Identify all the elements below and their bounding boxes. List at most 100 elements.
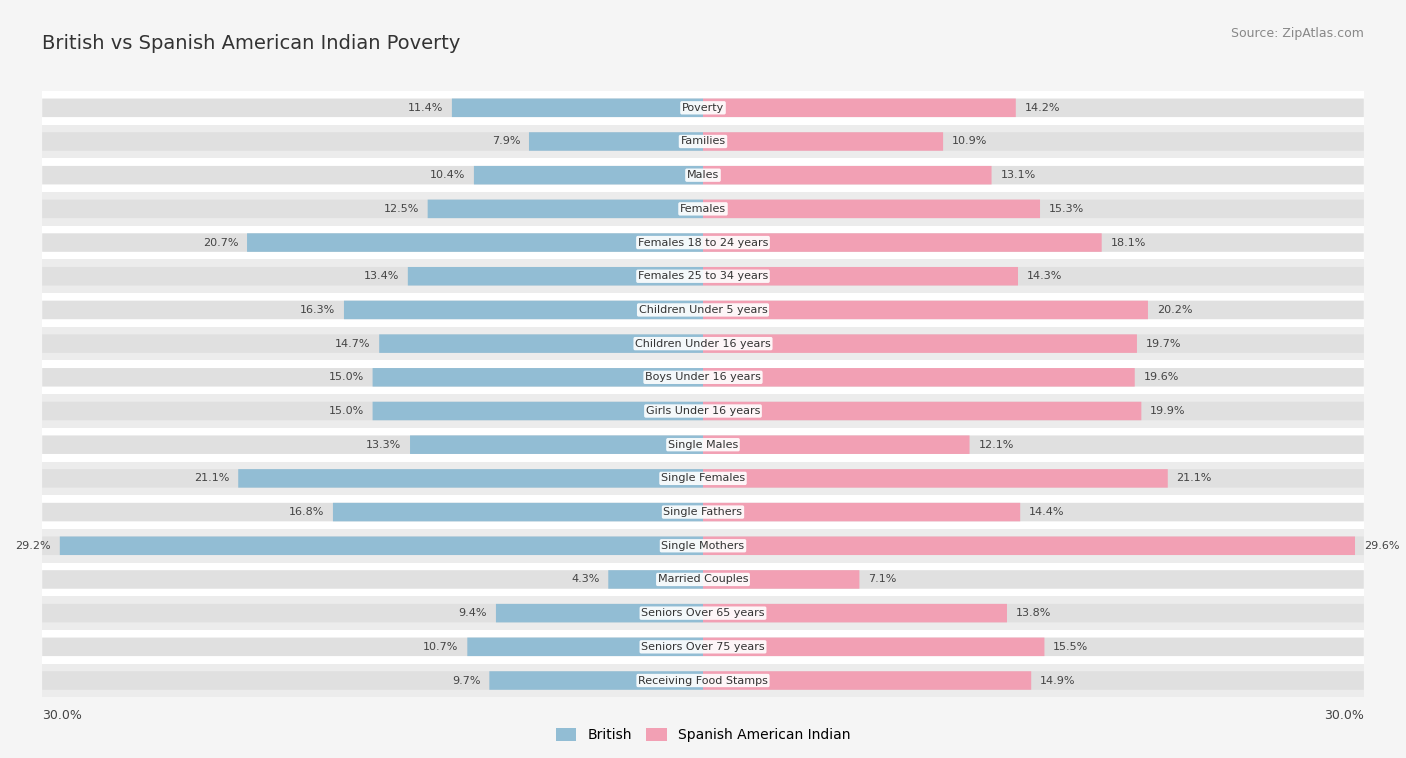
Text: Children Under 5 years: Children Under 5 years xyxy=(638,305,768,315)
Text: 13.8%: 13.8% xyxy=(1015,608,1052,618)
Text: 19.7%: 19.7% xyxy=(1146,339,1181,349)
Text: 30.0%: 30.0% xyxy=(1324,709,1364,722)
Text: 11.4%: 11.4% xyxy=(408,103,443,113)
FancyBboxPatch shape xyxy=(529,132,703,151)
FancyBboxPatch shape xyxy=(42,469,1364,487)
FancyBboxPatch shape xyxy=(42,428,1364,462)
Text: 14.7%: 14.7% xyxy=(335,339,370,349)
FancyBboxPatch shape xyxy=(42,664,1364,697)
FancyBboxPatch shape xyxy=(408,267,703,286)
Text: British vs Spanish American Indian Poverty: British vs Spanish American Indian Pover… xyxy=(42,34,461,53)
FancyBboxPatch shape xyxy=(344,301,703,319)
FancyBboxPatch shape xyxy=(42,570,1364,589)
Text: 19.6%: 19.6% xyxy=(1143,372,1178,382)
FancyBboxPatch shape xyxy=(703,672,1031,690)
FancyBboxPatch shape xyxy=(42,462,1364,495)
FancyBboxPatch shape xyxy=(42,529,1364,562)
FancyBboxPatch shape xyxy=(703,166,991,184)
Text: 14.2%: 14.2% xyxy=(1025,103,1060,113)
FancyBboxPatch shape xyxy=(496,604,703,622)
Legend: British, Spanish American Indian: British, Spanish American Indian xyxy=(550,723,856,748)
FancyBboxPatch shape xyxy=(42,394,1364,428)
Text: 15.5%: 15.5% xyxy=(1053,642,1088,652)
FancyBboxPatch shape xyxy=(333,503,703,522)
Text: 4.3%: 4.3% xyxy=(571,575,599,584)
FancyBboxPatch shape xyxy=(42,267,1364,286)
Text: 21.1%: 21.1% xyxy=(194,474,229,484)
Text: 29.2%: 29.2% xyxy=(15,540,51,551)
Text: Married Couples: Married Couples xyxy=(658,575,748,584)
FancyBboxPatch shape xyxy=(42,630,1364,664)
FancyBboxPatch shape xyxy=(42,124,1364,158)
FancyBboxPatch shape xyxy=(42,158,1364,192)
FancyBboxPatch shape xyxy=(703,402,1142,420)
FancyBboxPatch shape xyxy=(42,402,1364,420)
FancyBboxPatch shape xyxy=(42,192,1364,226)
Text: Seniors Over 75 years: Seniors Over 75 years xyxy=(641,642,765,652)
FancyBboxPatch shape xyxy=(42,132,1364,151)
FancyBboxPatch shape xyxy=(373,402,703,420)
FancyBboxPatch shape xyxy=(42,604,1364,622)
Text: Single Mothers: Single Mothers xyxy=(661,540,745,551)
Text: Families: Families xyxy=(681,136,725,146)
Text: 13.1%: 13.1% xyxy=(1001,171,1036,180)
Text: 18.1%: 18.1% xyxy=(1111,237,1146,248)
FancyBboxPatch shape xyxy=(703,301,1147,319)
FancyBboxPatch shape xyxy=(703,233,1102,252)
FancyBboxPatch shape xyxy=(42,435,1364,454)
Text: 16.8%: 16.8% xyxy=(288,507,325,517)
Text: 15.0%: 15.0% xyxy=(329,406,364,416)
Text: 19.9%: 19.9% xyxy=(1150,406,1185,416)
Text: Girls Under 16 years: Girls Under 16 years xyxy=(645,406,761,416)
Text: Receiving Food Stamps: Receiving Food Stamps xyxy=(638,675,768,685)
Text: 7.1%: 7.1% xyxy=(868,575,897,584)
Text: 21.1%: 21.1% xyxy=(1177,474,1212,484)
Text: 10.4%: 10.4% xyxy=(430,171,465,180)
FancyBboxPatch shape xyxy=(703,368,1135,387)
Text: Single Fathers: Single Fathers xyxy=(664,507,742,517)
FancyBboxPatch shape xyxy=(703,503,1021,522)
FancyBboxPatch shape xyxy=(42,672,1364,690)
Text: Boys Under 16 years: Boys Under 16 years xyxy=(645,372,761,382)
Text: 13.3%: 13.3% xyxy=(366,440,401,449)
Text: 12.5%: 12.5% xyxy=(384,204,419,214)
Text: 9.4%: 9.4% xyxy=(458,608,486,618)
FancyBboxPatch shape xyxy=(467,637,703,656)
FancyBboxPatch shape xyxy=(380,334,703,353)
FancyBboxPatch shape xyxy=(42,334,1364,353)
Text: 15.3%: 15.3% xyxy=(1049,204,1084,214)
Text: 12.1%: 12.1% xyxy=(979,440,1014,449)
FancyBboxPatch shape xyxy=(373,368,703,387)
FancyBboxPatch shape xyxy=(703,435,970,454)
FancyBboxPatch shape xyxy=(42,327,1364,361)
FancyBboxPatch shape xyxy=(42,91,1364,124)
Text: 10.7%: 10.7% xyxy=(423,642,458,652)
Text: 14.4%: 14.4% xyxy=(1029,507,1064,517)
FancyBboxPatch shape xyxy=(42,637,1364,656)
Text: Source: ZipAtlas.com: Source: ZipAtlas.com xyxy=(1230,27,1364,39)
FancyBboxPatch shape xyxy=(42,361,1364,394)
FancyBboxPatch shape xyxy=(703,604,1007,622)
Text: 7.9%: 7.9% xyxy=(492,136,520,146)
FancyBboxPatch shape xyxy=(42,537,1364,555)
Text: Females 18 to 24 years: Females 18 to 24 years xyxy=(638,237,768,248)
FancyBboxPatch shape xyxy=(703,267,1018,286)
FancyBboxPatch shape xyxy=(609,570,703,589)
Text: Single Males: Single Males xyxy=(668,440,738,449)
FancyBboxPatch shape xyxy=(42,562,1364,597)
Text: 30.0%: 30.0% xyxy=(42,709,82,722)
Text: Males: Males xyxy=(688,171,718,180)
FancyBboxPatch shape xyxy=(42,166,1364,184)
FancyBboxPatch shape xyxy=(703,199,1040,218)
Text: 29.6%: 29.6% xyxy=(1364,540,1399,551)
FancyBboxPatch shape xyxy=(703,334,1137,353)
FancyBboxPatch shape xyxy=(60,537,703,555)
Text: Poverty: Poverty xyxy=(682,103,724,113)
Text: 9.7%: 9.7% xyxy=(451,675,481,685)
FancyBboxPatch shape xyxy=(489,672,703,690)
FancyBboxPatch shape xyxy=(451,99,703,117)
Text: 14.3%: 14.3% xyxy=(1026,271,1062,281)
FancyBboxPatch shape xyxy=(42,503,1364,522)
FancyBboxPatch shape xyxy=(42,293,1364,327)
Text: 14.9%: 14.9% xyxy=(1040,675,1076,685)
